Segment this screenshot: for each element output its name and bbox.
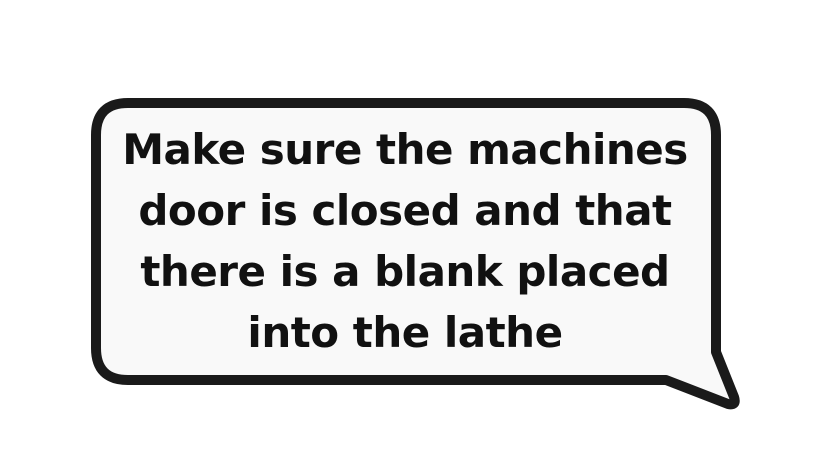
message-line-3: there is a blank placed <box>140 247 670 296</box>
message-line-4: into the lathe <box>247 308 563 357</box>
speech-bubble-message: Make sure the machines door is closed an… <box>122 119 688 363</box>
message-line-2: door is closed and that <box>138 186 672 235</box>
speech-bubble-outline <box>91 98 740 410</box>
speech-bubble-text: Make sure the machines door is closed an… <box>110 118 700 364</box>
message-line-1: Make sure the machines <box>122 125 688 174</box>
